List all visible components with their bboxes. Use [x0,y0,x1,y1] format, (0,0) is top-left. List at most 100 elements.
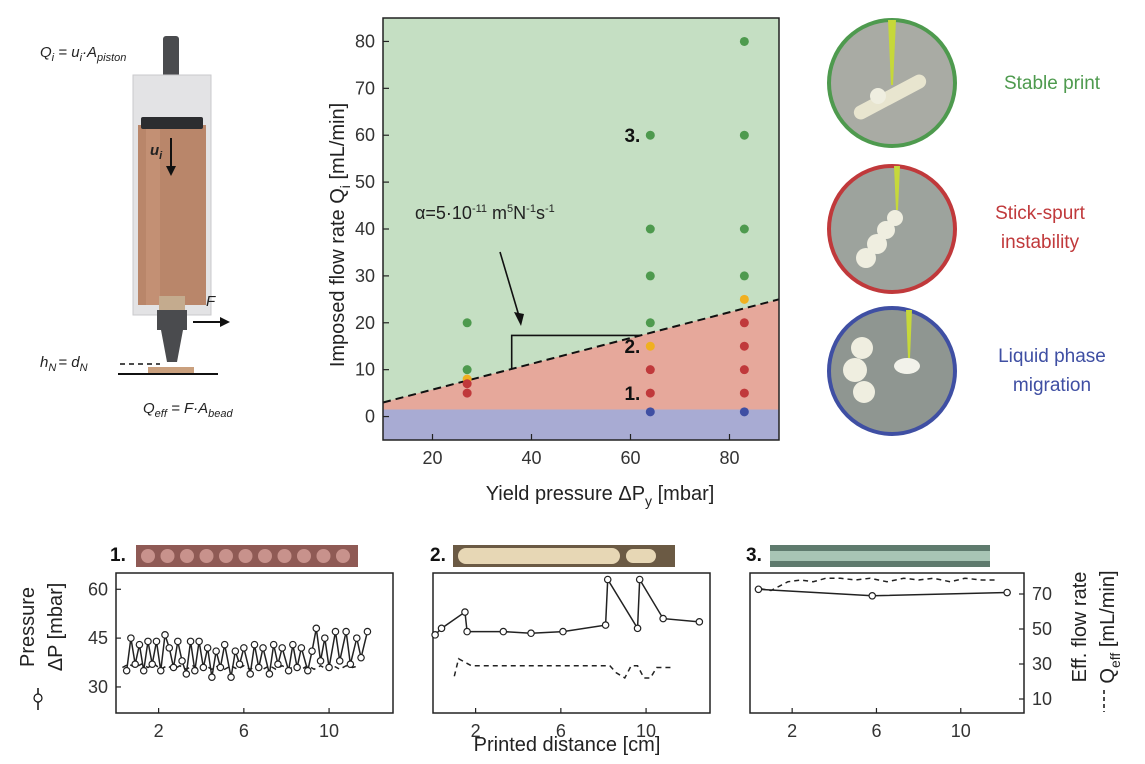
pressure-point [122,666,131,675]
pressure-point [463,627,471,636]
bead [199,549,214,563]
data-point [645,341,655,351]
bead-photo-2 [453,545,675,567]
pressure-point [695,618,704,626]
pressure-point [148,660,157,668]
piston-velocity-label: u [150,142,159,159]
y-tick-label: 50 [355,172,375,192]
q-imposed: Q [40,44,52,61]
x-tick-label: 10 [636,721,656,741]
pressure-point [152,637,161,646]
x-tick-label: 2 [471,721,481,741]
pressure-point [169,663,178,672]
annotation-arrow [499,251,520,317]
x-tick-label: 6 [556,721,566,741]
y-axis-label: Imposed flow rate Qi [mL/min] [327,103,353,367]
q-eff: Q [143,400,155,417]
pressure-point [265,670,274,678]
bead [219,549,233,563]
label-liquid-phase: Liquid phase [998,346,1106,367]
pressure-point [325,663,333,672]
y-tick-label: 20 [355,313,375,333]
bead [141,549,155,563]
right-y-axis-label-2: Qeff [mL/min] [1097,570,1123,683]
pressure-point [156,666,165,675]
data-point [739,407,749,417]
category-stick-spurt: Stick-spurt instability [827,164,1086,294]
regime-marker: 1. [624,384,640,405]
y-tick-label-right: 10 [1032,689,1052,709]
data-point [645,224,655,234]
bead [277,549,292,563]
x-tick-label: 2 [787,721,797,741]
pressure-point [357,653,365,662]
pressure-point [203,644,212,652]
pressure-point [195,637,203,646]
x-tick-label: 80 [719,448,739,468]
pressure-point [335,657,344,665]
phase-diagram: α=5·10-11 m5N-1s-1 20 40 60 80 0 10 20 30 40 50 60 7… [355,17,780,468]
left-y-axis-label: Pressure [17,587,39,667]
panel-marker: 3. [746,545,762,566]
panel-marker: 2. [430,545,446,566]
bead-photo-1 [136,545,358,567]
label-instability: instability [1001,232,1080,253]
y-tick-label: 30 [355,266,375,286]
panel-1: 2 6 10 30 45 601. [88,545,394,741]
pressure-point [135,640,144,649]
pressure-point [220,640,229,649]
data-point [462,388,472,398]
y-tick-label: 0 [365,407,375,427]
annotation-arrowhead [514,312,524,326]
x-axis-label: Yield pressure ΔPy [mbar] [486,483,715,509]
region-liquid-phase [383,409,779,440]
data-point [739,318,749,328]
pressure-point [216,663,225,672]
category-liquid-phase: Liquid phase migration [827,306,1106,436]
pressure-point [246,670,255,678]
x-tick-label: 6 [239,721,249,741]
force-label: F [206,293,216,310]
pressure-point [659,614,667,623]
category-stable: Stable print [827,18,1101,148]
data-point [739,294,749,304]
data-point [462,365,472,375]
data-point [645,318,655,328]
y-tick-label: 10 [355,360,375,380]
pressure-point [342,627,350,636]
right-y-axis-label: Eff. flow rate [1069,572,1091,683]
pressure-point [633,624,642,633]
bead [258,549,272,563]
pressure-point [603,575,612,584]
flow-rate-line [760,577,997,592]
data-point [645,271,655,281]
x-tick-label: 2 [154,721,164,741]
bottom-x-axis-label: Printed distance [cm] [474,734,661,756]
pressure-point [868,591,877,600]
pressure-point [231,647,240,655]
pressure-point [635,575,644,584]
regime-marker: 3. [624,126,640,147]
data-point [739,388,749,398]
slope-annotation: α=5·10-11 m5N-1s-1 [415,203,555,223]
panel-frame [432,572,711,714]
y-tick-label-right: 50 [1032,619,1052,639]
pressure-point [274,660,282,668]
pressure-point [352,634,361,642]
pressure-point [346,660,355,668]
pressure-point [363,627,372,636]
data-point [739,36,749,46]
y-tick-label: 45 [88,628,108,648]
y-tick-label: 60 [355,125,375,145]
pressure-point [289,640,297,649]
pressure-point [303,666,312,675]
pressure-point [259,644,267,652]
nozzle-height: h [40,354,48,371]
x-tick-label: 20 [422,448,442,468]
left-y-axis-label-2: ΔP [mbar] [45,583,67,672]
pressure-point [139,666,148,675]
x-tick-label: 60 [620,448,640,468]
pressure-point [144,637,152,646]
pressure-point [178,657,186,665]
pressure-point [293,663,301,672]
